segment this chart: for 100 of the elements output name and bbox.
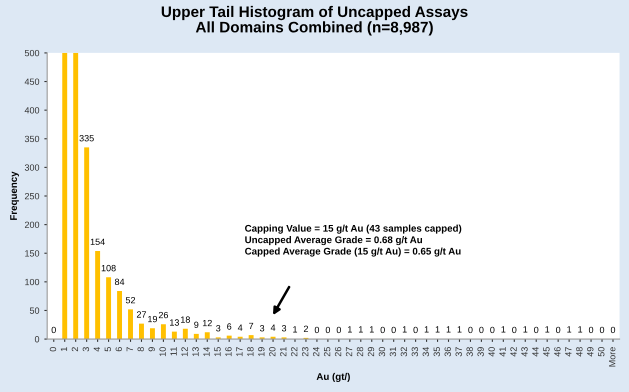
chart-title: Upper Tail Histogram of Uncapped Assays All Domains Combined (n=8,987) xyxy=(162,6,468,36)
data-label: 1 xyxy=(424,326,429,332)
x-tick-label: 34 xyxy=(422,346,429,356)
data-label: 1 xyxy=(502,326,506,332)
data-label: 0 xyxy=(479,326,484,334)
y-tick-label: 450 xyxy=(24,78,40,85)
x-tick-label: 1 xyxy=(60,347,68,352)
data-label: 3 xyxy=(260,325,264,332)
x-tick-label: 9 xyxy=(148,347,155,352)
x-tick-label: 7 xyxy=(126,347,133,352)
data-label: 19 xyxy=(148,316,158,322)
data-label: 1 xyxy=(458,326,462,332)
y-tick-label: 350 xyxy=(24,136,40,142)
x-tick-label: 18 xyxy=(247,347,254,356)
x-tick-label: 22 xyxy=(291,347,298,356)
x-tick-label: 5 xyxy=(104,347,112,352)
data-label: 0 xyxy=(326,326,330,334)
data-label: 7 xyxy=(249,322,254,330)
y-tick-label: 400 xyxy=(24,107,40,114)
data-label: 0 xyxy=(556,326,560,334)
data-label: 1 xyxy=(523,326,528,332)
x-tick-label: 46 xyxy=(554,347,561,357)
y-tick-label: 100 xyxy=(25,278,40,286)
x-tick-label: 25 xyxy=(324,347,330,356)
data-label: 3 xyxy=(216,325,220,332)
x-tick-label: 2 xyxy=(72,347,78,352)
data-label: 154 xyxy=(90,238,105,245)
y-tick-label: 500 xyxy=(24,50,40,56)
data-label: 3 xyxy=(282,325,286,332)
x-tick-label: 13 xyxy=(192,347,199,356)
data-label: 1 xyxy=(446,326,451,332)
x-tick-label: 44 xyxy=(532,346,539,357)
x-axis-title: Au (gt/) xyxy=(316,372,350,382)
data-label: 1 xyxy=(293,326,298,332)
x-tick-label: 19 xyxy=(258,347,265,356)
data-label: 1 xyxy=(370,326,374,332)
y-tick-label: 50 xyxy=(30,307,40,314)
y-tick-label: 250 xyxy=(24,192,40,200)
data-label: 335 xyxy=(79,135,94,142)
annotation: Capping Value = 15 g/t Au (43 samples capped) xyxy=(245,224,462,234)
x-tick-label: 28 xyxy=(356,347,364,356)
data-label: 1 xyxy=(567,326,572,332)
data-label: 26 xyxy=(158,312,168,318)
data-label: 12 xyxy=(202,320,212,326)
data-label: 52 xyxy=(126,296,136,304)
data-label: 0 xyxy=(610,326,616,334)
x-tick-label: 12 xyxy=(181,347,188,356)
x-tick-label: 27 xyxy=(346,347,352,356)
x-tick-label: 42 xyxy=(510,347,517,357)
data-label: 1 xyxy=(436,326,440,332)
data-label: 0 xyxy=(512,326,516,334)
data-label: 0 xyxy=(336,326,342,334)
y-axis-title: Frequency xyxy=(10,171,19,220)
x-tick-label: 41 xyxy=(499,347,506,357)
x-tick-label: 35 xyxy=(434,347,440,356)
annotation: Uncapped Average Grade = 0.68 g/t Au xyxy=(245,236,422,246)
data-label: 1 xyxy=(402,326,407,332)
annotation: Capped Average Grade (15 g/t Au) = 0.65 g/t Au xyxy=(245,248,461,257)
data-label: 1 xyxy=(348,326,352,332)
x-tick-label: 39 xyxy=(477,347,484,356)
data-label: 84 xyxy=(114,278,124,286)
data-label: 0 xyxy=(534,326,538,334)
x-tick-label: 11 xyxy=(170,347,177,356)
data-label: 0 xyxy=(490,326,495,334)
data-label: 0 xyxy=(380,326,385,334)
x-tick-label: 20 xyxy=(269,347,276,356)
x-tick-label: 3 xyxy=(82,347,90,352)
x-tick-label: 8 xyxy=(138,347,144,352)
y-tick-label: 0 xyxy=(34,336,40,342)
x-tick-label: 17 xyxy=(236,347,242,356)
data-label: 13 xyxy=(170,319,179,326)
x-tick-label: 30 xyxy=(378,347,386,356)
data-label: 6 xyxy=(227,323,232,330)
x-tick-label: 6 xyxy=(116,347,122,352)
y-tick-label: 150 xyxy=(25,250,40,257)
data-label: 27 xyxy=(136,311,146,318)
data-label: 1 xyxy=(578,326,582,332)
data-label: 18 xyxy=(181,316,190,323)
data-label: 0 xyxy=(588,326,594,334)
x-tick-label: 38 xyxy=(466,347,473,356)
y-tick-label: 200 xyxy=(24,222,40,228)
x-tick-label: 49 xyxy=(587,347,594,357)
data-label: 1 xyxy=(358,326,363,332)
x-tick-label: 32 xyxy=(400,347,408,356)
data-label: 0 xyxy=(52,326,56,334)
x-tick-label: 4 xyxy=(94,346,100,352)
data-label: 0 xyxy=(314,326,320,334)
x-tick-label: 45 xyxy=(543,347,550,357)
x-tick-label: 37 xyxy=(456,347,462,356)
x-tick-label: 40 xyxy=(488,347,495,357)
data-label: 4 xyxy=(270,324,276,331)
data-label: 0 xyxy=(468,326,473,334)
x-tick-label: 26 xyxy=(334,347,342,356)
x-tick-label: 50 xyxy=(598,347,604,356)
data-label: 9 xyxy=(194,322,198,328)
x-tick-label: 21 xyxy=(280,347,286,356)
data-label: 0 xyxy=(600,326,604,334)
data-label: 0 xyxy=(392,326,396,334)
data-label: 0 xyxy=(413,326,418,334)
x-tick-label: 14 xyxy=(203,346,210,356)
